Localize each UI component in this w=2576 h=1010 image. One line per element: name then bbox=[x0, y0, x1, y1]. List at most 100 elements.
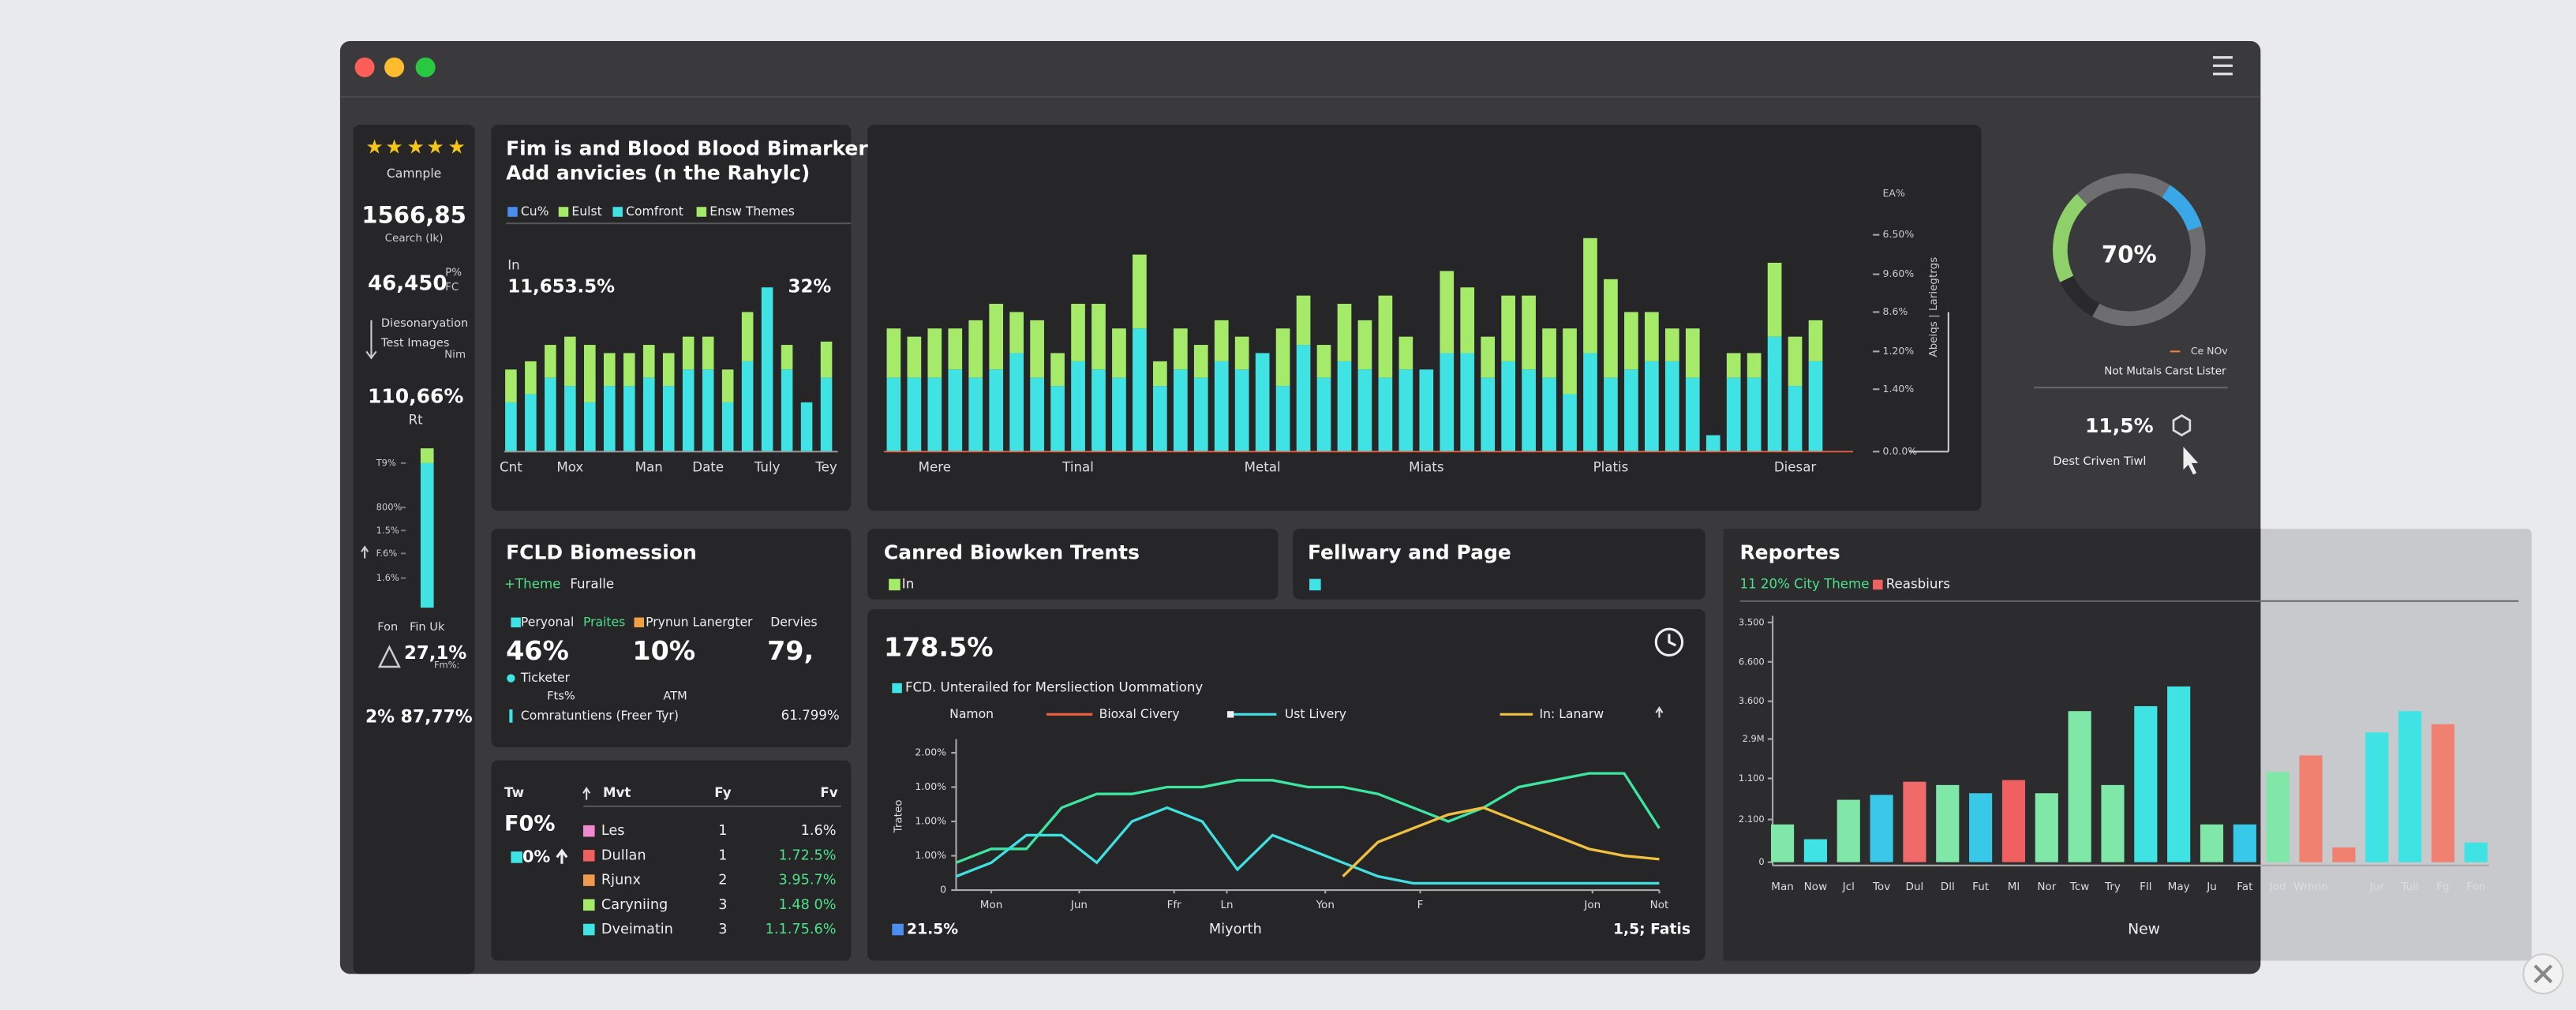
bar bbox=[886, 328, 901, 378]
table-cell: Caryniing bbox=[601, 897, 668, 913]
legend-swatch bbox=[582, 923, 595, 936]
label: 27,1% bbox=[404, 643, 466, 664]
sort-arrow[interactable] bbox=[582, 787, 591, 800]
bar bbox=[702, 336, 714, 370]
legend-swatch bbox=[511, 851, 522, 863]
bar bbox=[781, 345, 793, 370]
table-cell: 1.6% bbox=[801, 823, 837, 839]
bar bbox=[948, 369, 963, 452]
bar bbox=[1969, 793, 1993, 862]
bar bbox=[1460, 287, 1475, 354]
x-tick-label: Ml bbox=[2008, 881, 2020, 893]
table-cell: 1.48 0% bbox=[778, 897, 836, 913]
bar bbox=[1808, 361, 1823, 452]
label: 10% bbox=[632, 635, 695, 666]
label: 11,5% bbox=[2085, 414, 2154, 437]
menu-icon[interactable] bbox=[2212, 56, 2233, 76]
legend-swatch bbox=[582, 825, 595, 837]
bar bbox=[1685, 377, 1700, 452]
y-tick-label: 2.00% bbox=[915, 746, 946, 758]
bar bbox=[1112, 377, 1126, 452]
x-tick-label: Miats bbox=[1409, 460, 1443, 475]
bar bbox=[1440, 353, 1455, 452]
bar bbox=[1624, 312, 1638, 370]
bar bbox=[1091, 369, 1106, 452]
bar bbox=[662, 353, 675, 387]
gauge-accent bbox=[2162, 185, 2202, 231]
bar bbox=[968, 320, 983, 378]
axis-title: Abeiqs | Lariegtrgs bbox=[1927, 257, 1940, 357]
bar bbox=[604, 353, 616, 387]
y-tick-label: 1.40% bbox=[1883, 383, 1915, 395]
label: Fts% bbox=[547, 689, 575, 702]
bar bbox=[2001, 780, 2026, 862]
y-tick-label: 0 bbox=[940, 884, 946, 896]
x-tick-label: Wmnn bbox=[2293, 881, 2328, 893]
x-tick-label: Fll bbox=[2140, 881, 2151, 893]
bar bbox=[721, 402, 734, 452]
bar bbox=[642, 377, 655, 452]
bar bbox=[1133, 254, 1147, 329]
bar bbox=[1604, 377, 1618, 452]
bar bbox=[1234, 336, 1249, 370]
label: ATM bbox=[663, 689, 687, 702]
bar bbox=[907, 377, 922, 452]
label: 11 20% City Theme bbox=[1739, 576, 1869, 591]
bar bbox=[1234, 369, 1249, 452]
clock-icon[interactable] bbox=[1654, 627, 1684, 657]
bar bbox=[927, 328, 942, 378]
bar bbox=[564, 336, 576, 387]
bar bbox=[1664, 328, 1679, 361]
bar bbox=[1460, 353, 1475, 452]
table-cell: 1.72.5% bbox=[778, 847, 836, 863]
close-dot[interactable] bbox=[354, 57, 375, 77]
label: Rt bbox=[409, 412, 424, 427]
bar bbox=[886, 377, 901, 452]
bar bbox=[1214, 320, 1229, 361]
bar bbox=[1747, 353, 1762, 378]
label: Namon bbox=[949, 707, 994, 721]
bar bbox=[642, 345, 655, 378]
bar bbox=[545, 345, 556, 378]
table-header: Fy bbox=[714, 785, 731, 800]
label: Bioxal Civery bbox=[1099, 707, 1180, 721]
bar bbox=[2464, 842, 2488, 862]
label: EA% bbox=[1883, 187, 1905, 199]
x-tick-label: Metal bbox=[1245, 460, 1281, 475]
label: Camnple bbox=[387, 166, 441, 181]
y-tick-label: 0.0.0% bbox=[1883, 445, 1918, 457]
x-tick-label: Tull bbox=[2400, 881, 2418, 893]
bar bbox=[1316, 377, 1331, 452]
label: Reasbiurs bbox=[1886, 576, 1950, 591]
hex-icon[interactable] bbox=[2172, 413, 2192, 437]
axis-title: Trateo bbox=[893, 799, 905, 833]
x-tick-label: Ffr bbox=[1167, 899, 1182, 911]
label: 46% bbox=[506, 635, 569, 666]
label: 110,66% bbox=[368, 385, 463, 408]
bar bbox=[1296, 295, 1311, 346]
svg-text:★: ★ bbox=[406, 135, 424, 158]
x-tick-label: Tinal bbox=[1061, 460, 1094, 475]
x-tick-label: Nor bbox=[2037, 881, 2056, 893]
x-tick-label: Tcw bbox=[2069, 881, 2089, 893]
bar bbox=[1563, 394, 1577, 452]
label: Eulst bbox=[571, 204, 601, 219]
label: Furalle bbox=[570, 576, 614, 591]
x-tick-label: Ln bbox=[1220, 899, 1233, 911]
bar bbox=[682, 369, 695, 452]
label: In: Lanarw bbox=[1539, 707, 1604, 721]
close-button[interactable] bbox=[2522, 953, 2564, 995]
bar bbox=[1788, 336, 1803, 387]
maximize-dot[interactable] bbox=[415, 57, 436, 77]
x-tick-label: Fon bbox=[2466, 881, 2485, 893]
bar bbox=[927, 377, 942, 452]
minimize-dot[interactable] bbox=[384, 57, 405, 77]
legend-swatch bbox=[892, 923, 904, 936]
bar bbox=[1378, 377, 1393, 452]
bar bbox=[1296, 345, 1311, 452]
legend-swatch bbox=[507, 207, 518, 217]
bar bbox=[1030, 320, 1044, 378]
legend-swatch bbox=[582, 874, 595, 886]
sort-arrow[interactable] bbox=[1655, 706, 1664, 718]
